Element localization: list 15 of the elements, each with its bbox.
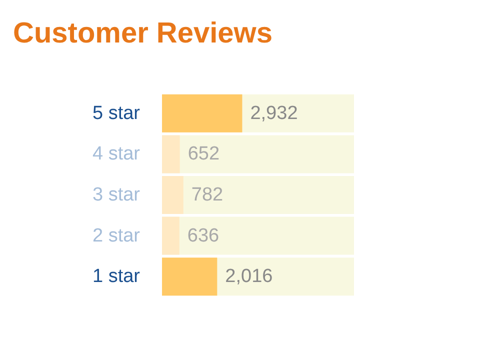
data-label: 2,016 [225,266,273,288]
bar [162,258,218,296]
y-tick-label: 5 star [92,102,141,124]
y-tick-label: 1 star [92,266,141,288]
data-label: 782 [191,184,224,206]
data-label: 652 [188,144,220,165]
y-tick-label: 4 star [92,144,141,165]
y-tick-label: 3 star [92,184,141,206]
data-label: 636 [187,225,220,246]
bar [162,216,180,255]
bar [162,135,180,174]
y-tick-label: 2 star [92,225,141,246]
data-label: 2,932 [250,102,298,124]
bar [162,176,184,214]
chart-title: Customer Reviews [13,18,272,50]
